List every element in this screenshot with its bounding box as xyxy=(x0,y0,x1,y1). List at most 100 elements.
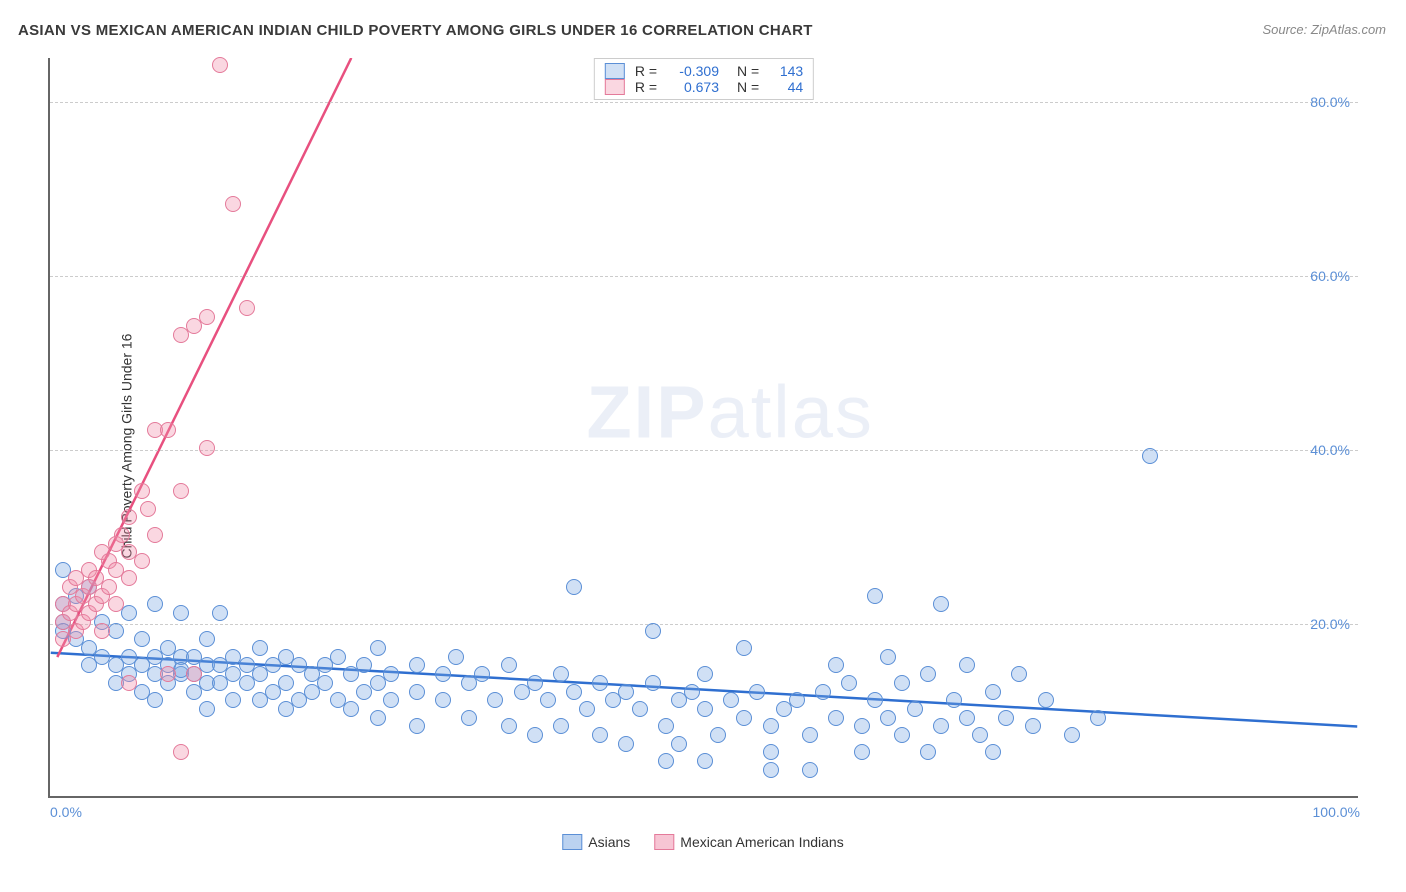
data-point xyxy=(134,631,150,647)
data-point xyxy=(114,527,130,543)
data-point xyxy=(946,692,962,708)
y-tick-label: 40.0% xyxy=(1310,442,1350,458)
data-point xyxy=(317,675,333,691)
data-point xyxy=(121,605,137,621)
data-point xyxy=(802,762,818,778)
data-point xyxy=(252,640,268,656)
data-point xyxy=(1025,718,1041,734)
data-point xyxy=(880,710,896,726)
data-point xyxy=(147,596,163,612)
data-point xyxy=(370,640,386,656)
correlation-legend: R =-0.309N =143R =0.673N =44 xyxy=(594,58,814,100)
data-point xyxy=(854,744,870,760)
data-point xyxy=(121,675,137,691)
data-point xyxy=(579,701,595,717)
data-point xyxy=(998,710,1014,726)
data-point xyxy=(828,710,844,726)
data-point xyxy=(907,701,923,717)
data-point xyxy=(566,684,582,700)
data-point xyxy=(697,753,713,769)
data-point xyxy=(1090,710,1106,726)
data-point xyxy=(134,553,150,569)
y-tick-label: 80.0% xyxy=(1310,94,1350,110)
data-point xyxy=(94,623,110,639)
data-point xyxy=(658,718,674,734)
data-point xyxy=(501,718,517,734)
data-point xyxy=(697,666,713,682)
chart-title: ASIAN VS MEXICAN AMERICAN INDIAN CHILD P… xyxy=(18,22,813,39)
data-point xyxy=(736,640,752,656)
data-point xyxy=(763,762,779,778)
data-point xyxy=(101,579,117,595)
data-point xyxy=(409,657,425,673)
data-point xyxy=(697,701,713,717)
data-point xyxy=(1011,666,1027,682)
watermark: ZIPatlas xyxy=(586,370,873,455)
data-point xyxy=(920,744,936,760)
data-point xyxy=(147,527,163,543)
data-point xyxy=(671,736,687,752)
data-point xyxy=(160,422,176,438)
legend-row: R =-0.309N =143 xyxy=(605,63,803,79)
data-point xyxy=(658,753,674,769)
legend-row: R =0.673N =44 xyxy=(605,79,803,95)
data-point xyxy=(409,684,425,700)
data-point xyxy=(173,483,189,499)
data-point xyxy=(278,675,294,691)
data-point xyxy=(553,666,569,682)
data-point xyxy=(763,744,779,760)
data-point xyxy=(121,570,137,586)
data-point xyxy=(501,657,517,673)
data-point xyxy=(854,718,870,734)
data-point xyxy=(985,684,1001,700)
data-point xyxy=(645,623,661,639)
data-point xyxy=(894,675,910,691)
data-point xyxy=(474,666,490,682)
data-point xyxy=(121,509,137,525)
data-point xyxy=(894,727,910,743)
data-point xyxy=(383,692,399,708)
data-point xyxy=(985,744,1001,760)
data-point xyxy=(383,666,399,682)
data-point xyxy=(199,701,215,717)
gridline xyxy=(50,102,1358,103)
data-point xyxy=(1142,448,1158,464)
plot-area: ZIPatlas R =-0.309N =143R =0.673N =44 20… xyxy=(48,58,1358,798)
gridline xyxy=(50,276,1358,277)
data-point xyxy=(867,588,883,604)
data-point xyxy=(959,657,975,673)
data-point xyxy=(920,666,936,682)
data-point xyxy=(199,631,215,647)
data-point xyxy=(435,666,451,682)
series-legend: AsiansMexican American Indians xyxy=(562,834,843,850)
data-point xyxy=(343,701,359,717)
gridline xyxy=(50,450,1358,451)
data-point xyxy=(239,300,255,316)
data-point xyxy=(684,684,700,700)
data-point xyxy=(225,196,241,212)
data-point xyxy=(199,440,215,456)
data-point xyxy=(933,596,949,612)
data-point xyxy=(140,501,156,517)
data-point xyxy=(461,710,477,726)
data-point xyxy=(710,727,726,743)
data-point xyxy=(1064,727,1080,743)
data-point xyxy=(1038,692,1054,708)
data-point xyxy=(147,692,163,708)
data-point xyxy=(867,692,883,708)
gridline xyxy=(50,624,1358,625)
data-point xyxy=(553,718,569,734)
data-point xyxy=(356,657,372,673)
data-point xyxy=(618,736,634,752)
data-point xyxy=(789,692,805,708)
data-point xyxy=(880,649,896,665)
data-point xyxy=(370,710,386,726)
data-point xyxy=(108,596,124,612)
legend-item: Asians xyxy=(562,834,630,850)
data-point xyxy=(448,649,464,665)
data-point xyxy=(173,744,189,760)
data-point xyxy=(632,701,648,717)
y-tick-label: 60.0% xyxy=(1310,268,1350,284)
data-point xyxy=(435,692,451,708)
data-point xyxy=(212,605,228,621)
